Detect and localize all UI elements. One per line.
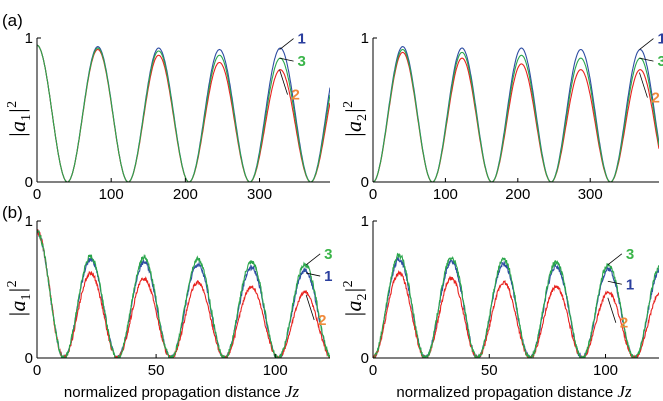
series-line-1 [37, 44, 330, 182]
y-tick-label: 1 [361, 213, 369, 230]
series-line-1 [373, 256, 659, 358]
y-axis-label: |a2|2 [341, 101, 370, 138]
series-line-3 [37, 229, 330, 358]
y-tick-label: 0 [25, 350, 33, 367]
series-annotation-1: 1 [298, 31, 306, 48]
x-tick-label: 100 [263, 362, 288, 379]
chart-panel-2: 0 50 100 0 1 |a1|2 normalized propagation dist… [5, 213, 333, 401]
annotation-leader [279, 69, 288, 95]
annotation-leader [306, 272, 321, 277]
annotation-leader [305, 294, 315, 321]
x-tick-label: 200 [505, 186, 530, 203]
annotation-leader [305, 253, 321, 266]
annotation-leader [607, 253, 623, 266]
annotation-leader [639, 38, 654, 50]
y-axis-label: |a2|2 [341, 280, 370, 317]
x-tick-label: 50 [481, 362, 498, 379]
series-annotation-3: 3 [324, 246, 332, 263]
y-tick-label: 0 [361, 350, 369, 367]
series-line-3 [37, 44, 330, 182]
x-tick-label: 100 [433, 186, 458, 203]
series-annotation-2: 2 [620, 315, 628, 332]
series-annotation-2: 2 [651, 90, 659, 107]
x-tick-label: 0 [369, 362, 377, 379]
series-annotation-1: 1 [657, 31, 663, 48]
x-tick-label: 0 [33, 362, 41, 379]
y-tick-label: 1 [25, 213, 33, 230]
series-annotation-1: 1 [626, 276, 634, 293]
x-tick-label: 50 [148, 362, 165, 379]
series-annotation-3: 3 [298, 53, 306, 70]
x-tick-label: 200 [173, 186, 198, 203]
x-axis-label: normalized propagation distance Jz [64, 382, 300, 401]
y-axis-label: |a1|2 [5, 280, 34, 317]
series-line-2 [373, 51, 659, 182]
annotation-leader [607, 280, 622, 285]
annotation-leader [607, 297, 617, 323]
series-line-3 [373, 252, 659, 358]
annotation-leader [279, 38, 294, 50]
series-line-3 [373, 48, 659, 182]
panel-label-b: (b) [2, 203, 23, 222]
x-tick-label: 300 [578, 186, 603, 203]
series-annotation-2: 2 [292, 87, 300, 104]
y-tick-label: 1 [361, 30, 369, 47]
chart-panel-1: 0 100 200 300 0 1 |a2|2 1 3 2 [341, 30, 663, 203]
x-tick-label: 300 [247, 186, 272, 203]
y-axis-label: |a1|2 [5, 101, 34, 138]
annotation-leader [279, 57, 294, 62]
x-tick-label: 0 [33, 186, 41, 203]
series-annotation-2: 2 [318, 312, 326, 329]
x-axis-label: normalized propagation distance Jz [396, 382, 632, 401]
y-tick-label: 0 [25, 174, 33, 191]
series-line-2 [37, 44, 330, 182]
x-tick-label: 0 [369, 186, 377, 203]
y-tick-label: 1 [25, 30, 33, 47]
series-annotation-3: 3 [626, 246, 634, 263]
chart-panel-0: 0 100 200 300 0 1 |a1|2 1 3 2 [5, 30, 330, 203]
annotation-leader [639, 57, 654, 62]
y-tick-label: 0 [361, 174, 369, 191]
x-tick-label: 100 [593, 362, 618, 379]
series-annotation-3: 3 [657, 53, 663, 70]
annotation-leader [639, 72, 648, 98]
x-tick-label: 100 [99, 186, 124, 203]
chart-panel-3: 0 50 100 0 1 |a2|2 normalized propagation dist… [341, 213, 659, 401]
series-annotation-1: 1 [324, 268, 332, 285]
panel-label-a: (a) [2, 11, 23, 30]
